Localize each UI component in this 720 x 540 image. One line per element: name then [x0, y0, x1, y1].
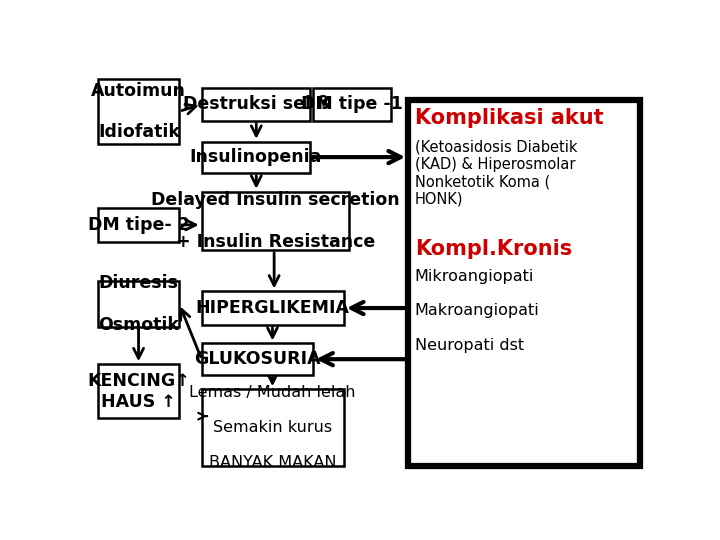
Text: Delayed Insulin secretion

+ Insulin Resistance: Delayed Insulin secretion + Insulin Resi…	[151, 191, 400, 251]
Text: (Ketoasidosis Diabetik
(KAD) & Hiperosmolar
Nonketotik Koma (
HONK): (Ketoasidosis Diabetik (KAD) & Hiperosmo…	[415, 140, 577, 207]
Text: Kompl.Kronis: Kompl.Kronis	[415, 239, 572, 259]
Text: Mikroangiopati

Makroangiopati

Neuropati dst: Mikroangiopati Makroangiopati Neuropati …	[415, 268, 539, 353]
FancyBboxPatch shape	[202, 292, 344, 325]
Text: KENCING↑
HAUS ↑: KENCING↑ HAUS ↑	[87, 372, 190, 410]
FancyBboxPatch shape	[99, 79, 179, 144]
FancyBboxPatch shape	[99, 281, 179, 327]
Text: Autoimun

Idiofatik: Autoimun Idiofatik	[91, 82, 186, 141]
FancyBboxPatch shape	[99, 364, 179, 418]
FancyBboxPatch shape	[313, 87, 392, 121]
FancyBboxPatch shape	[202, 389, 344, 466]
Text: GLUKOSURIA: GLUKOSURIA	[194, 350, 320, 368]
Text: Komplikasi akut: Komplikasi akut	[415, 109, 603, 129]
FancyBboxPatch shape	[202, 343, 313, 375]
FancyBboxPatch shape	[408, 100, 639, 466]
Text: DM tipe -1: DM tipe -1	[302, 95, 403, 113]
Text: Insulinopenia: Insulinopenia	[190, 148, 322, 166]
Text: HIPERGLIKEMIA: HIPERGLIKEMIA	[196, 299, 350, 317]
Text: Diuresis

Osmotik: Diuresis Osmotik	[99, 274, 179, 334]
Text: Destruksi sel ß: Destruksi sel ß	[183, 95, 329, 113]
FancyBboxPatch shape	[99, 208, 179, 241]
FancyBboxPatch shape	[202, 192, 349, 250]
FancyBboxPatch shape	[202, 141, 310, 173]
Text: DM tipe- 2: DM tipe- 2	[88, 216, 190, 234]
Text: Lemas / Mudah lelah

Semakin kurus

BANYAK MAKAN: Lemas / Mudah lelah Semakin kurus BANYAK…	[189, 385, 356, 470]
FancyBboxPatch shape	[202, 87, 310, 121]
